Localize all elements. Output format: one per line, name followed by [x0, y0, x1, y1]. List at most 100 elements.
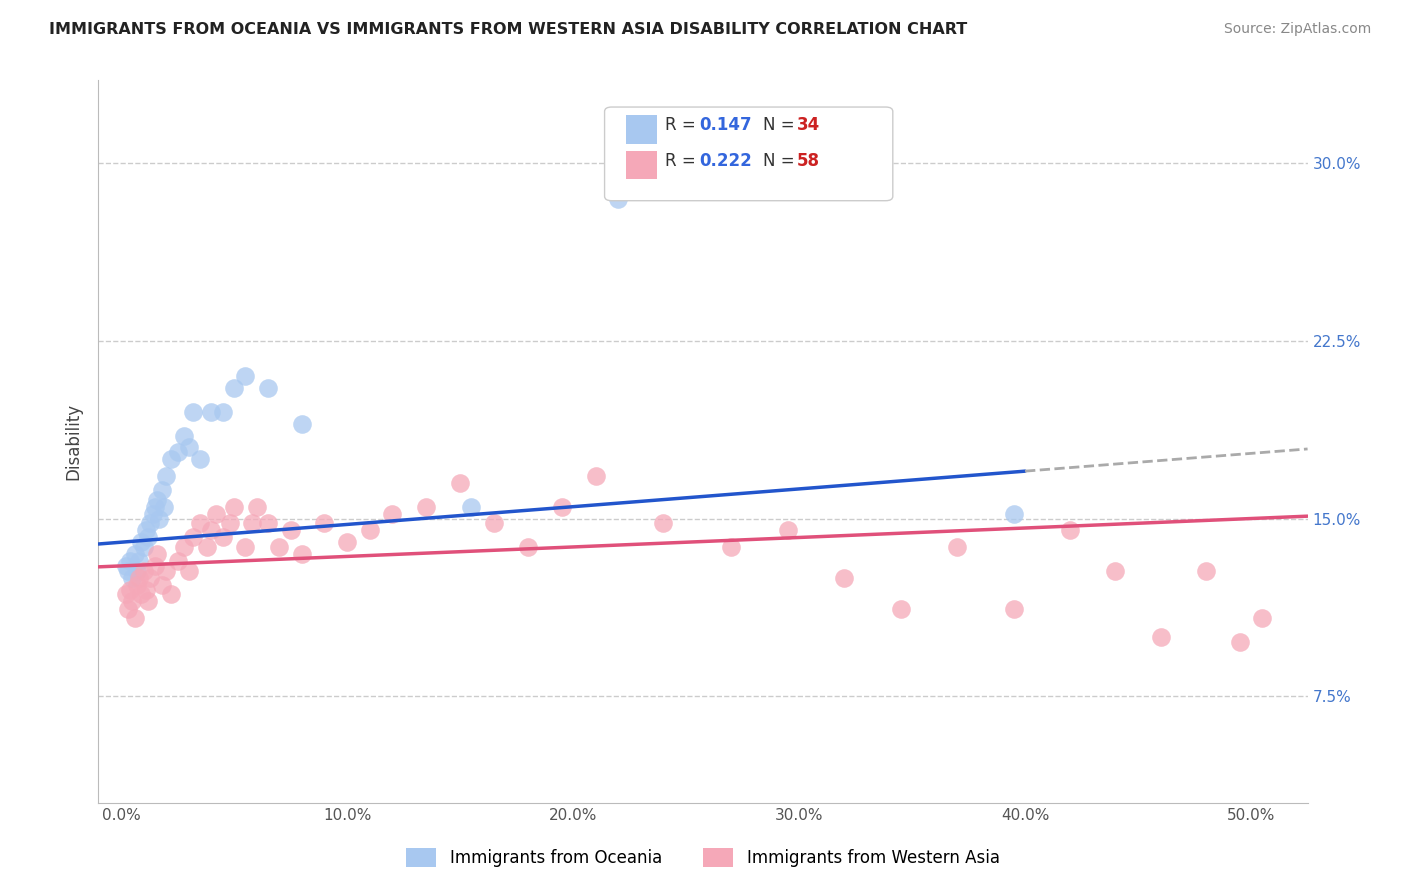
Y-axis label: Disability: Disability [65, 403, 83, 480]
Point [159, 587, 181, 601]
Point [125, 564, 148, 578]
Point [173, 540, 195, 554]
Point [188, 516, 211, 531]
Text: 0.222: 0.222 [699, 152, 752, 169]
Point [150, 578, 173, 592]
Point [121, 571, 143, 585]
Point [173, 428, 195, 442]
Text: 34: 34 [797, 116, 821, 134]
Point [117, 601, 139, 615]
Point [188, 452, 211, 467]
Point [607, 192, 630, 206]
Point [114, 587, 136, 601]
Point [415, 500, 437, 514]
Point [269, 540, 291, 554]
Point [148, 511, 170, 525]
Point [280, 524, 302, 538]
Point [218, 516, 240, 531]
Point [139, 571, 162, 585]
Point [183, 531, 205, 545]
Point [195, 540, 218, 554]
Point [114, 558, 136, 573]
Point [359, 524, 381, 538]
Point [1251, 611, 1274, 625]
Point [720, 540, 742, 554]
Point [291, 547, 314, 561]
Point [246, 500, 269, 514]
Text: 58: 58 [797, 152, 820, 169]
Point [460, 500, 482, 514]
Point [1059, 524, 1081, 538]
Text: Source: ZipAtlas.com: Source: ZipAtlas.com [1223, 22, 1371, 37]
Point [233, 369, 256, 384]
Point [177, 564, 200, 578]
Point [449, 475, 471, 490]
Point [150, 483, 173, 497]
Point [142, 507, 165, 521]
Point [177, 441, 200, 455]
Text: N =: N = [763, 116, 800, 134]
Legend: Immigrants from Oceania, Immigrants from Western Asia: Immigrants from Oceania, Immigrants from… [399, 841, 1007, 874]
Point [200, 524, 222, 538]
Point [124, 547, 146, 561]
Text: R =: R = [665, 152, 702, 169]
Point [117, 564, 139, 578]
Point [128, 554, 150, 568]
Point [1229, 634, 1251, 648]
Point [211, 531, 233, 545]
Point [482, 516, 505, 531]
Point [146, 492, 169, 507]
Point [120, 582, 142, 597]
Point [200, 405, 222, 419]
Point [1150, 630, 1173, 644]
Point [146, 547, 169, 561]
Text: N =: N = [763, 152, 800, 169]
Point [124, 611, 146, 625]
Point [205, 507, 228, 521]
Point [257, 381, 280, 395]
Text: 0.147: 0.147 [699, 116, 751, 134]
Point [1002, 507, 1025, 521]
Point [946, 540, 969, 554]
Point [832, 571, 855, 585]
Point [155, 564, 177, 578]
Point [1104, 564, 1126, 578]
Point [652, 516, 675, 531]
Point [153, 500, 176, 514]
Point [240, 516, 263, 531]
Text: R =: R = [665, 116, 702, 134]
Point [121, 594, 143, 608]
Point [136, 531, 159, 545]
Point [135, 524, 157, 538]
Point [120, 554, 142, 568]
Point [233, 540, 256, 554]
Point [890, 601, 912, 615]
Point [166, 445, 188, 459]
Point [222, 381, 245, 395]
Point [143, 500, 166, 514]
Point [125, 578, 148, 592]
Point [131, 535, 153, 549]
Point [257, 516, 280, 531]
Point [128, 571, 150, 585]
Point [551, 500, 574, 514]
Point [166, 554, 188, 568]
Point [381, 507, 404, 521]
Point [131, 587, 153, 601]
Point [183, 405, 205, 419]
Point [585, 469, 607, 483]
Point [136, 594, 159, 608]
Point [222, 500, 245, 514]
Point [211, 405, 233, 419]
Point [159, 452, 181, 467]
Point [139, 516, 162, 531]
Text: IMMIGRANTS FROM OCEANIA VS IMMIGRANTS FROM WESTERN ASIA DISABILITY CORRELATION C: IMMIGRANTS FROM OCEANIA VS IMMIGRANTS FR… [49, 22, 967, 37]
Point [143, 558, 166, 573]
Point [1002, 601, 1025, 615]
Point [155, 469, 177, 483]
Point [336, 535, 359, 549]
Point [132, 564, 155, 578]
Point [776, 524, 799, 538]
Point [291, 417, 314, 431]
Point [314, 516, 336, 531]
